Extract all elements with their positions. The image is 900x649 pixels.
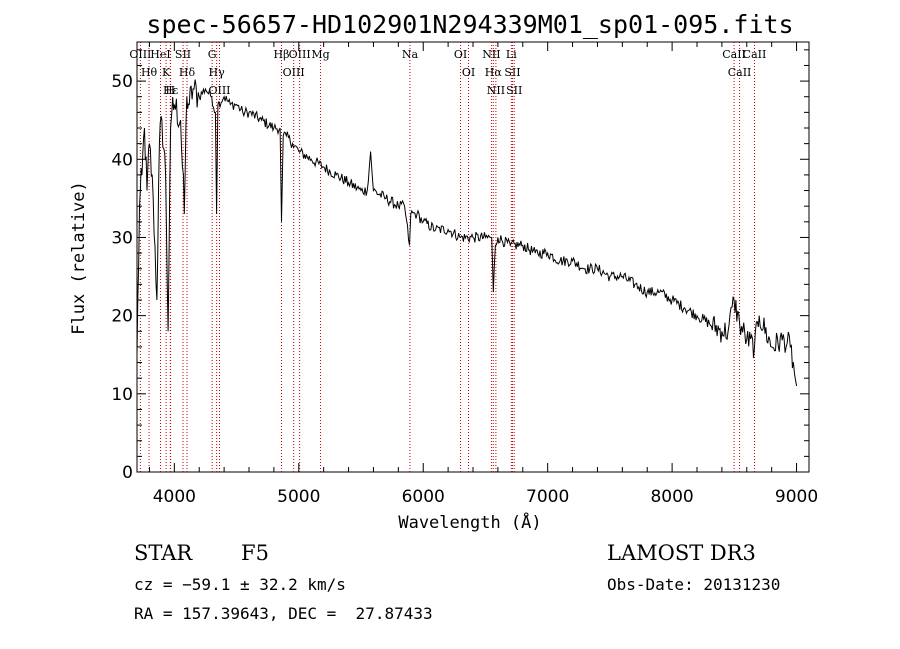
x-tick-label: 4000 [153,487,196,507]
x-axis-label: Wavelength (Å) [398,511,541,533]
line-label: NII [482,48,500,61]
axis-ticks: 4000 5000 6000 7000 8000 9000 0 10 20 30 40 50 [111,42,818,507]
spectrum-series [136,79,798,387]
line-label: K [162,66,171,79]
line-label: SII [504,66,520,79]
line-label: CaII [743,48,767,61]
object-subclass: F5 [241,541,269,565]
y-tick-label: 0 [122,463,133,483]
y-tick-label: 50 [111,72,133,92]
redshift-cz: cz = −59.1 ± 32.2 km/s [134,575,346,594]
obs-date: Obs-Date: 20131230 [607,575,781,594]
y-tick-label: 10 [111,385,133,405]
y-tick-label: 40 [111,150,133,170]
line-label: CaII [728,66,752,79]
line-label: Li [506,48,517,61]
line-label: Hδ [179,66,196,79]
x-tick-label: 5000 [277,487,320,507]
line-label: Hγ [209,66,226,79]
ra-dec: RA = 157.39643, DEC = 27.87433 [134,604,433,623]
line-label: OI [454,48,467,61]
x-tick-label: 7000 [526,487,569,507]
line-label: HeI [150,48,170,61]
plot-frame [136,41,810,473]
x-tick-label: 8000 [650,487,693,507]
line-label: Hθ [141,66,158,79]
line-label: Hβ [274,48,290,61]
line-label: OIII [283,66,305,79]
y-tick-label: 20 [111,307,133,327]
line-label: SII [175,48,191,61]
chart-title: spec-56657-HD102901N294339M01_sp01-095.f… [146,10,793,39]
line-label: OIII [129,48,151,61]
line-label: Na [402,48,419,61]
line-label: Mg [311,48,329,61]
line-label: SII [506,84,522,97]
line-label: OI [462,66,475,79]
line-label: G [208,48,217,61]
line-label: NII [487,84,505,97]
spectrum-line [136,79,798,387]
line-label: OIII [208,84,230,97]
line-label: Hα [485,66,503,79]
line-label: OIII [289,48,311,61]
line-label: CaII [722,48,746,61]
x-tick-label: 9000 [775,487,818,507]
x-tick-label: 6000 [402,487,445,507]
line-label: Hε [163,84,179,97]
y-tick-label: 30 [111,228,133,248]
object-type: STAR [134,541,193,565]
line-label: H [166,84,176,97]
y-axis-label: Flux (relative) [69,181,89,335]
survey-name: LAMOST DR3 [607,541,756,565]
